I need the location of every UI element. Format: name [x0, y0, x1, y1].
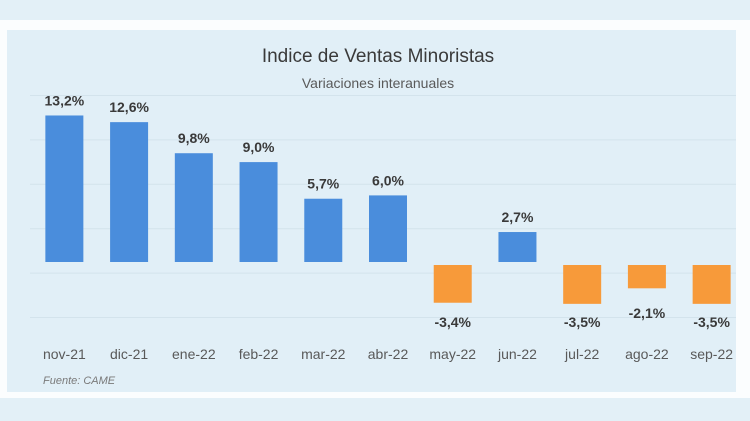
x-tick-ene-22: ene-22 — [172, 346, 216, 362]
data-label-may-22: -3,4% — [434, 314, 471, 330]
data-label-ene-22: 9,8% — [178, 130, 210, 146]
source-note: Fuente: CAME — [43, 375, 116, 387]
chart-title: Indice de Ventas Minoristas — [262, 46, 494, 67]
x-tick-feb-22: feb-22 — [239, 346, 279, 362]
bar-abr-22 — [369, 195, 407, 262]
bar-feb-22 — [239, 162, 278, 262]
bar-jun-22 — [498, 232, 537, 262]
data-label-abr-22: 6,0% — [372, 172, 404, 188]
x-axis-ticks: nov-21 dic-21 ene-22 feb-22 mar-22 abr-22 may-… — [43, 346, 733, 362]
x-tick-nov-21: nov-21 — [43, 346, 86, 362]
x-tick-may-22: may-22 — [429, 346, 476, 362]
bar-jul-22 — [563, 265, 602, 304]
x-tick-ago-22: ago-22 — [625, 346, 669, 362]
bar-may-22 — [433, 265, 472, 303]
data-label-jun-22: 2,7% — [501, 209, 533, 225]
x-tick-abr-22: abr-22 — [368, 346, 409, 362]
x-tick-jun-22: jun-22 — [497, 346, 537, 362]
data-label-mar-22: 5,7% — [307, 176, 339, 192]
data-label-dic-21: 12,6% — [109, 99, 149, 115]
bar-nov-21 — [45, 115, 84, 262]
x-tick-jul-22: jul-22 — [564, 346, 599, 362]
bar-sep-22 — [692, 265, 731, 304]
data-label-feb-22: 9,0% — [243, 139, 275, 155]
data-labels: 13,2% 12,6% 9,8% 9,0% 5,7% 6,0% -3,4% 2,7% -3,5%… — [45, 92, 731, 330]
data-label-ago-22: -2,1% — [629, 305, 666, 321]
bar-ago-22 — [627, 265, 666, 289]
data-label-sep-22: -3,5% — [693, 314, 730, 330]
bars — [45, 115, 731, 304]
x-tick-mar-22: mar-22 — [301, 346, 346, 362]
bar-dic-21 — [110, 122, 149, 262]
data-label-nov-21: 13,2% — [45, 92, 85, 108]
x-tick-dic-21: dic-21 — [110, 346, 148, 362]
bar-mar-22 — [304, 198, 343, 262]
x-tick-sep-22: sep-22 — [690, 346, 733, 362]
bar-ene-22 — [174, 153, 213, 262]
chart-subtitle: Variaciones interanuales — [302, 75, 454, 91]
data-label-jul-22: -3,5% — [564, 314, 601, 330]
bottom-band — [0, 398, 750, 421]
